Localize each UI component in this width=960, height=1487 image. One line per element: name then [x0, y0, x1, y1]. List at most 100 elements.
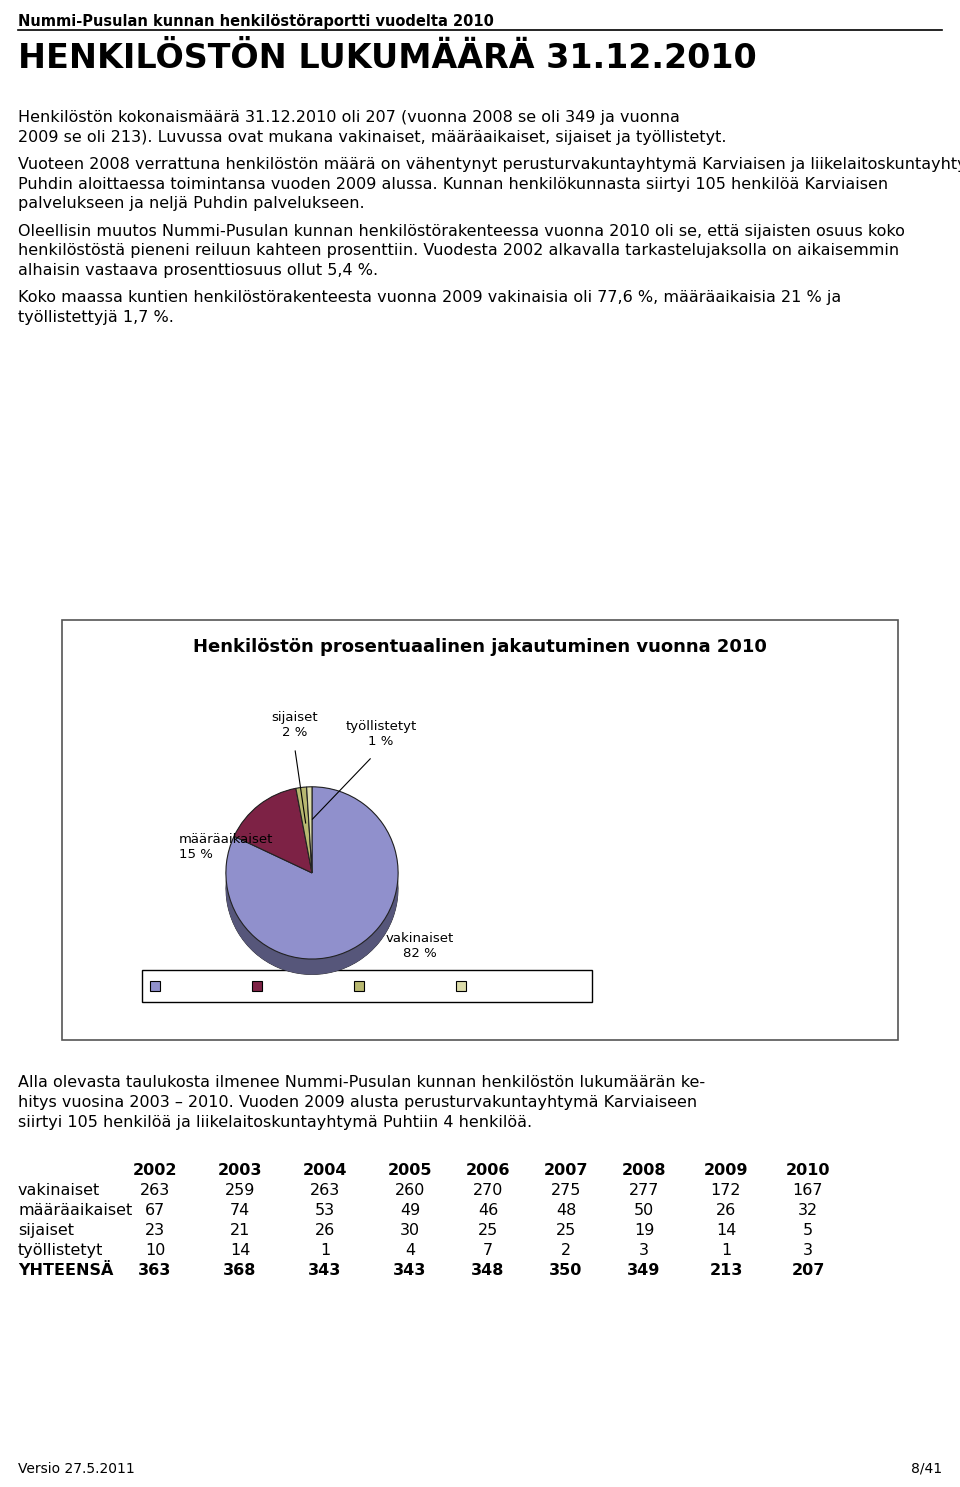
Text: 14: 14	[229, 1243, 251, 1258]
Text: 172: 172	[710, 1184, 741, 1199]
Text: 32: 32	[798, 1203, 818, 1218]
Text: Versio 27.5.2011: Versio 27.5.2011	[18, 1462, 134, 1477]
Text: Nummi-Pusulan kunnan henkilöstöraportti vuodelta 2010: Nummi-Pusulan kunnan henkilöstöraportti …	[18, 13, 493, 30]
Text: määräaikaiset
15 %: määräaikaiset 15 %	[179, 833, 273, 861]
Text: 2009 se oli 213). Luvussa ovat mukana vakinaiset, määräaikaiset, sijaiset ja työ: 2009 se oli 213). Luvussa ovat mukana va…	[18, 129, 727, 144]
Text: 46: 46	[478, 1203, 498, 1218]
Wedge shape	[306, 787, 312, 873]
Bar	[456, 981, 466, 990]
Text: määräaikaiset: määräaikaiset	[18, 1203, 132, 1218]
Wedge shape	[234, 804, 312, 888]
Text: vakinaiset: vakinaiset	[163, 978, 228, 992]
Text: 1: 1	[721, 1243, 732, 1258]
Text: 2005: 2005	[388, 1163, 432, 1178]
Text: 207: 207	[791, 1262, 825, 1277]
Text: 270: 270	[473, 1184, 503, 1199]
Text: palvelukseen ja neljä Puhdin palvelukseen.: palvelukseen ja neljä Puhdin palveluksee…	[18, 196, 365, 211]
Text: 2007: 2007	[543, 1163, 588, 1178]
Text: 19: 19	[634, 1222, 654, 1239]
Text: 167: 167	[793, 1184, 824, 1199]
Bar	[62, 620, 898, 1039]
Text: 2009: 2009	[704, 1163, 748, 1178]
Text: vakinaiset: vakinaiset	[18, 1184, 100, 1199]
Polygon shape	[234, 788, 296, 852]
Text: 350: 350	[549, 1262, 583, 1277]
Text: Koko maassa kuntien henkilöstörakenteesta vuonna 2009 vakinaisia oli 77,6 %, mää: Koko maassa kuntien henkilöstörakenteest…	[18, 290, 841, 305]
Polygon shape	[296, 787, 306, 804]
Text: hitys vuosina 2003 – 2010. Vuoden 2009 alusta perusturvakuntayhtymä Karviaiseen: hitys vuosina 2003 – 2010. Vuoden 2009 a…	[18, 1094, 697, 1109]
Text: Vuoteen 2008 verrattuna henkilöstön määrä on vähentynyt perusturvakuntayhtymä Ka: Vuoteen 2008 verrattuna henkilöstön määr…	[18, 158, 960, 172]
Text: 343: 343	[394, 1262, 426, 1277]
Text: 348: 348	[471, 1262, 505, 1277]
Text: 26: 26	[315, 1222, 335, 1239]
Text: Oleellisin muutos Nummi-Pusulan kunnan henkilöstörakenteessa vuonna 2010 oli se,: Oleellisin muutos Nummi-Pusulan kunnan h…	[18, 223, 905, 239]
Text: määräaikaiset: määräaikaiset	[265, 978, 354, 992]
Bar	[150, 981, 160, 990]
Text: siirtyi 105 henkilöä ja liikelaitoskuntayhtymä Puhtiin 4 henkilöä.: siirtyi 105 henkilöä ja liikelaitoskunta…	[18, 1115, 532, 1130]
Text: 30: 30	[400, 1222, 420, 1239]
Text: alhaisin vastaava prosenttiosuus ollut 5,4 %.: alhaisin vastaava prosenttiosuus ollut 5…	[18, 263, 378, 278]
Text: sijaiset
2 %: sijaiset 2 %	[272, 711, 318, 739]
Text: 14: 14	[716, 1222, 736, 1239]
Text: 50: 50	[634, 1203, 654, 1218]
Text: 277: 277	[629, 1184, 660, 1199]
Polygon shape	[226, 787, 398, 974]
Text: 48: 48	[556, 1203, 576, 1218]
Text: Henkilöstön prosentuaalinen jakautuminen vuonna 2010: Henkilöstön prosentuaalinen jakautuminen…	[193, 638, 767, 656]
Text: työllistetyt
1 %: työllistetyt 1 %	[346, 720, 417, 748]
Text: 263: 263	[310, 1184, 340, 1199]
Text: 49: 49	[400, 1203, 420, 1218]
Text: Alla olevasta taulukosta ilmenee Nummi-Pusulan kunnan henkilöstön lukumäärän ke-: Alla olevasta taulukosta ilmenee Nummi-P…	[18, 1075, 706, 1090]
Text: 1: 1	[320, 1243, 330, 1258]
Text: Henkilöstön kokonaismäärä 31.12.2010 oli 207 (vuonna 2008 se oli 349 ja vuonna: Henkilöstön kokonaismäärä 31.12.2010 oli…	[18, 110, 680, 125]
Wedge shape	[234, 788, 312, 873]
Polygon shape	[306, 787, 312, 803]
Text: 275: 275	[551, 1184, 581, 1199]
Text: Puhdin aloittaessa toimintansa vuoden 2009 alussa. Kunnan henkilökunnasta siirty: Puhdin aloittaessa toimintansa vuoden 20…	[18, 177, 888, 192]
Text: 7: 7	[483, 1243, 493, 1258]
Text: 363: 363	[138, 1262, 172, 1277]
Wedge shape	[226, 803, 398, 974]
Bar	[354, 981, 364, 990]
Text: 3: 3	[803, 1243, 813, 1258]
Text: HENKILÖSTÖN LUKUMÄÄRÄ 31.12.2010: HENKILÖSTÖN LUKUMÄÄRÄ 31.12.2010	[18, 42, 756, 74]
Text: 53: 53	[315, 1203, 335, 1218]
Text: 25: 25	[556, 1222, 576, 1239]
Wedge shape	[226, 787, 398, 959]
Text: 2006: 2006	[466, 1163, 511, 1178]
Text: 263: 263	[140, 1184, 170, 1199]
Wedge shape	[296, 787, 312, 873]
Text: 368: 368	[224, 1262, 256, 1277]
Text: 67: 67	[145, 1203, 165, 1218]
Bar	[252, 981, 262, 990]
Text: sijaiset: sijaiset	[18, 1222, 74, 1239]
Text: 349: 349	[627, 1262, 660, 1277]
Text: 2002: 2002	[132, 1163, 178, 1178]
Text: työllistetyt: työllistetyt	[18, 1243, 104, 1258]
Text: YHTEENSÄ: YHTEENSÄ	[18, 1262, 113, 1277]
Text: 3: 3	[639, 1243, 649, 1258]
Text: henkilöstöstä pieneni reiluun kahteen prosenttiin. Vuodesta 2002 alkavalla tarka: henkilöstöstä pieneni reiluun kahteen pr…	[18, 244, 900, 259]
Text: 2: 2	[561, 1243, 571, 1258]
Text: 2003: 2003	[218, 1163, 262, 1178]
Text: 21: 21	[229, 1222, 251, 1239]
Text: 25: 25	[478, 1222, 498, 1239]
Text: 74: 74	[229, 1203, 251, 1218]
Text: työllistettyjä 1,7 %.: työllistettyjä 1,7 %.	[18, 309, 174, 326]
Text: 26: 26	[716, 1203, 736, 1218]
Text: 5: 5	[803, 1222, 813, 1239]
Wedge shape	[296, 803, 312, 888]
Text: 213: 213	[709, 1262, 743, 1277]
Text: 4: 4	[405, 1243, 415, 1258]
Wedge shape	[306, 803, 312, 888]
Text: 23: 23	[145, 1222, 165, 1239]
Text: 2008: 2008	[622, 1163, 666, 1178]
Text: vakinaiset
82 %: vakinaiset 82 %	[386, 932, 454, 961]
Text: 259: 259	[225, 1184, 255, 1199]
Text: 260: 260	[395, 1184, 425, 1199]
Text: 2010: 2010	[785, 1163, 830, 1178]
Bar	[142, 970, 592, 1002]
Text: 343: 343	[308, 1262, 342, 1277]
Text: 8/41: 8/41	[911, 1462, 942, 1477]
Text: 10: 10	[145, 1243, 165, 1258]
